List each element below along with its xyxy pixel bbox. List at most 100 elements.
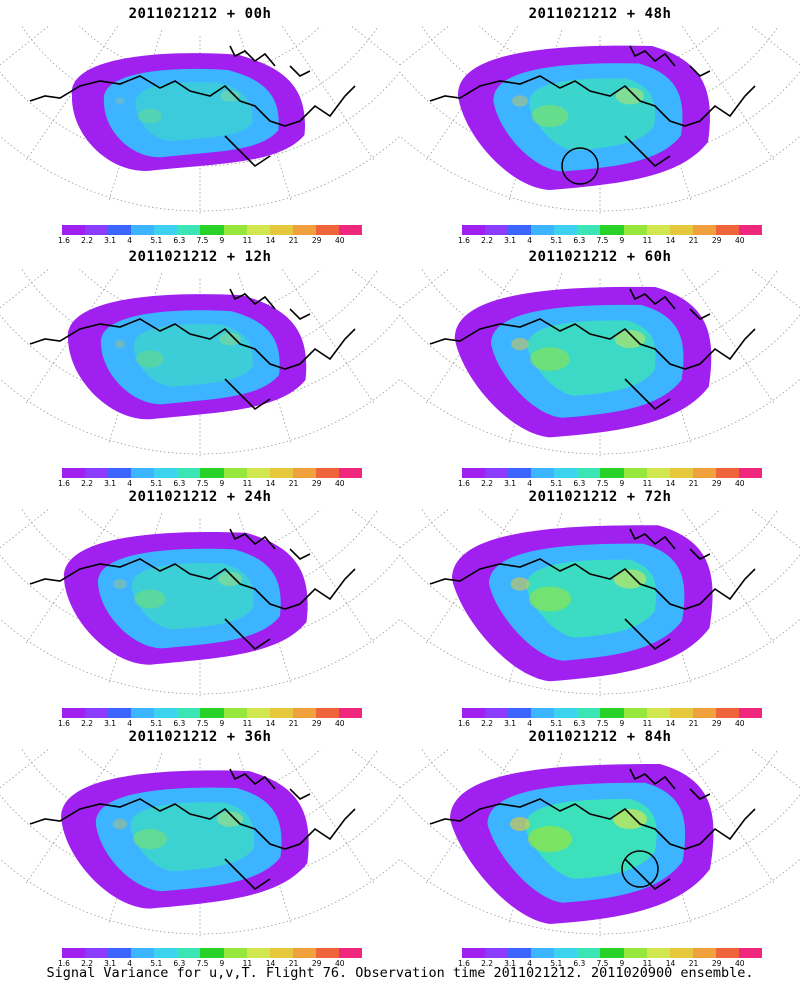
graticule-parallel (79, 509, 321, 560)
colorbar-segment (85, 948, 109, 958)
colorbar-label: 2.2 (481, 236, 494, 245)
colorbar-label: 21 (688, 236, 699, 245)
colorbar-label: 1.6 (458, 236, 470, 245)
coastline (29, 528, 356, 651)
colorbar-labels: 1.6 2.2 3.1 4 5.1 6.3 7.5 9 11 14 21 29 40 (58, 236, 362, 246)
colorbar-label: 7.5 (196, 236, 209, 245)
colorbar-label: 5.1 (150, 236, 163, 245)
colorbar-label: 4 (527, 236, 533, 245)
map-panel: 2011021212 + 84h 1.6 2.2 3.1 4 5.1 6.3 7.5 9 11 14… (400, 723, 800, 968)
colorbar-segment (692, 225, 716, 235)
polar-map (400, 509, 800, 699)
colorbar-label: 2.2 (481, 479, 494, 488)
colorbar-label: 29 (311, 479, 322, 488)
variance-field (63, 531, 308, 665)
colorbar-segment (738, 948, 763, 958)
coastline (29, 45, 356, 168)
colorbar-label: 29 (711, 959, 722, 968)
colorbar-segment (62, 225, 86, 235)
colorbar-label: 11 (642, 479, 653, 488)
colorbar-segment (246, 468, 270, 478)
colorbar-segment (62, 468, 86, 478)
colorbar-segment (508, 708, 532, 718)
colorbar-labels: 1.6 2.2 3.1 4 5.1 6.3 7.5 9 11 14 21 29 40 (58, 719, 362, 729)
colorbar-label: 9 (619, 236, 625, 245)
colorbar-segment (577, 948, 601, 958)
colorbar-label: 14 (665, 236, 676, 245)
colorbar-segment (269, 948, 293, 958)
colorbar-label: 7.5 (596, 959, 609, 968)
colorbar-segment (462, 225, 486, 235)
coastline (29, 288, 356, 411)
colorbar-segment (177, 225, 201, 235)
colorbar-segment (315, 948, 339, 958)
colorbar-label: 21 (288, 236, 299, 245)
colorbar-segment (715, 468, 739, 478)
colorbar-label: 11 (642, 236, 653, 245)
colorbar-segment (738, 225, 763, 235)
colorbar-segment (177, 948, 201, 958)
colorbar-label: 6.3 (573, 236, 586, 245)
panel-title: 2011021212 + 24h (128, 489, 272, 505)
colorbar-segment (223, 225, 247, 235)
colorbar-label: 14 (265, 236, 276, 245)
colorbar-segment (131, 708, 155, 718)
colorbar-label: 1.6 (58, 719, 70, 728)
graticule-parallel (0, 858, 400, 935)
colorbar-segment (577, 708, 601, 718)
map-panel: 2011021212 + 48h 1.6 2.2 3.1 4 5.1 6.3 7.5 9 11 14… (400, 0, 800, 245)
panel-title: 2011021212 + 72h (528, 489, 672, 505)
colorbar-segment (600, 948, 624, 958)
colorbar-segment (131, 948, 155, 958)
colorbar-label: 9 (619, 959, 625, 968)
graticule-parallel (0, 618, 400, 695)
colorbar-label: 3.1 (104, 719, 117, 728)
graticule-parallel (21, 269, 379, 365)
colorbar-segment (246, 225, 270, 235)
figure-caption: Signal Variance for u,v,T. Flight 76. Ob… (46, 965, 754, 981)
map-panel: 2011021212 + 00h 1.6 2.2 3.1 4 5.1 6.3 7.5 9 11 14… (0, 0, 400, 245)
colorbar-segment (577, 468, 601, 478)
colorbar-segment (269, 225, 293, 235)
colorbar-segment (692, 948, 716, 958)
graticule-parallel (421, 269, 779, 365)
colorbar-segment (508, 468, 532, 478)
colorbar-label: 6.3 (173, 479, 186, 488)
colorbar-label: 3.1 (104, 959, 117, 968)
colorbar-label: 14 (665, 959, 676, 968)
colorbar-label: 1.6 (458, 479, 470, 488)
colorbar-label: 2.2 (481, 719, 494, 728)
colorbar-label: 21 (688, 719, 699, 728)
colorbar-label: 40 (734, 959, 745, 968)
colorbar-segment (462, 948, 486, 958)
colorbar-label: 1.6 (58, 959, 70, 968)
colorbar-segment (292, 468, 316, 478)
colorbar-segment (315, 708, 339, 718)
colorbar-label: 3.1 (104, 479, 117, 488)
colorbar-label: 2.2 (81, 959, 94, 968)
colorbar-label: 21 (288, 479, 299, 488)
colorbar-label: 3.1 (504, 479, 517, 488)
colorbar-label: 14 (265, 959, 276, 968)
colorbar-segment (715, 708, 739, 718)
map-panel: 2011021212 + 24h 1.6 2.2 3.1 4 5.1 6.3 7.5 9 11 14… (0, 483, 400, 728)
graticule-parallel (421, 509, 779, 605)
graticule-parallel (400, 618, 800, 695)
colorbar-segment (646, 948, 670, 958)
graticule-parallel (400, 378, 800, 455)
highlight-circle (621, 850, 659, 888)
colorbar-label: 2.2 (81, 236, 94, 245)
colorbar-label: 4 (527, 719, 533, 728)
colorbar-segment (108, 708, 132, 718)
polar-map (400, 26, 800, 216)
colorbar-labels: 1.6 2.2 3.1 4 5.1 6.3 7.5 9 11 14 21 29 40 (458, 959, 762, 969)
colorbar-label: 14 (665, 479, 676, 488)
graticule-meridian (350, 509, 400, 549)
panel-title: 2011021212 + 84h (528, 729, 672, 745)
colorbar-label: 4 (527, 959, 533, 968)
colorbar-label: 14 (665, 719, 676, 728)
colorbar-label: 3.1 (504, 719, 517, 728)
colorbar-label: 29 (711, 719, 722, 728)
coastline (429, 288, 756, 411)
colorbar-label: 4 (527, 479, 533, 488)
